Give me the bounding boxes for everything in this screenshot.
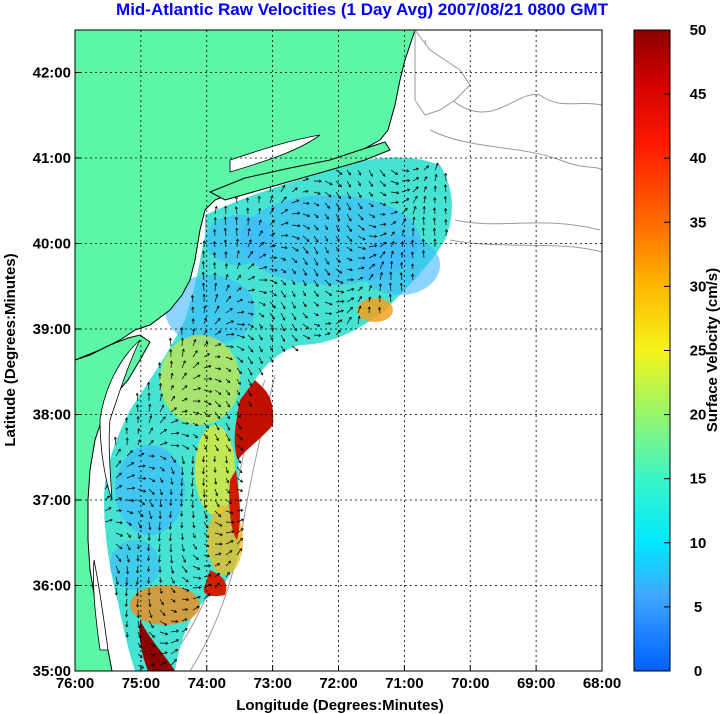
colorbar-tick-label: 15 bbox=[690, 471, 707, 488]
colorbar-tick-label: 10 bbox=[690, 535, 707, 552]
x-tick-label: 68:00 bbox=[583, 675, 621, 692]
colorbar-tick-label: 20 bbox=[690, 407, 707, 424]
x-axis-ticks: 76:00 75:00 74:00 73:00 72:00 71:00 70:00 69:00… bbox=[56, 665, 621, 692]
x-axis-label: Longitude (Degrees:Minutes) bbox=[236, 697, 444, 714]
y-tick-label: 42:00 bbox=[33, 65, 71, 82]
x-tick-label: 69:00 bbox=[517, 675, 555, 692]
colorbar-tick-label: 50 bbox=[690, 22, 707, 39]
cape-cod bbox=[414, 30, 471, 116]
x-tick-label: 74:00 bbox=[188, 675, 226, 692]
long-island bbox=[208, 141, 391, 201]
y-tick-label: 41:00 bbox=[33, 150, 71, 167]
colorbar-tick-label: 25 bbox=[690, 343, 707, 360]
colorbar-tick-label: 0 bbox=[694, 663, 702, 680]
velocity-field bbox=[104, 157, 452, 671]
x-tick-label: 72:00 bbox=[319, 675, 357, 692]
y-tick-label: 36:00 bbox=[33, 578, 71, 595]
y-tick-label: 35:00 bbox=[33, 663, 71, 680]
y-tick-label: 40:00 bbox=[33, 236, 71, 253]
colorbar-tick-label: 40 bbox=[690, 150, 707, 167]
x-tick-label: 70:00 bbox=[451, 675, 489, 692]
y-axis-ticks: 35:00 36:00 37:00 38:00 39:00 40:00 41:00 42:00 bbox=[33, 65, 81, 680]
colorbar-tick-label: 5 bbox=[694, 599, 702, 616]
x-tick-label: 73:00 bbox=[253, 675, 291, 692]
colorbar-tick-label: 35 bbox=[690, 214, 707, 231]
figure-title: Mid-Atlantic Raw Velocities (1 Day Avg) … bbox=[116, 0, 608, 19]
colorbar-tick-label: 45 bbox=[690, 86, 707, 103]
x-tick-label: 76:00 bbox=[56, 675, 94, 692]
y-axis-label: Latitude (Degrees:Minutes) bbox=[2, 253, 19, 446]
colorbar-label: Surface Velocity (cm/s) bbox=[704, 268, 721, 432]
colorbar-ticks: 0 5 10 15 20 25 30 35 40 45 50 bbox=[664, 22, 706, 680]
x-tick-label: 71:00 bbox=[385, 675, 423, 692]
y-tick-label: 38:00 bbox=[33, 407, 71, 424]
coastal-bays bbox=[93, 134, 321, 651]
x-tick-label: 75:00 bbox=[122, 675, 160, 692]
colorbar-tick-label: 30 bbox=[690, 278, 707, 295]
grid-lines bbox=[75, 30, 602, 671]
y-tick-label: 37:00 bbox=[33, 492, 71, 509]
y-tick-label: 39:00 bbox=[33, 321, 71, 338]
